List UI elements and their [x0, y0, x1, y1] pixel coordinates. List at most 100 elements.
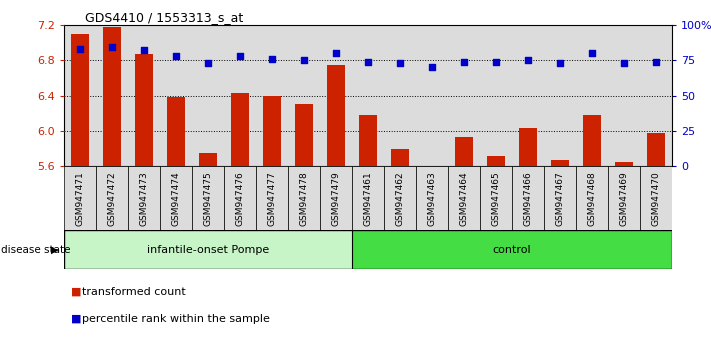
Point: [299, 57, 310, 63]
Bar: [480, 25, 512, 166]
Bar: [128, 25, 160, 166]
Bar: [480, 166, 512, 230]
Bar: [256, 25, 288, 166]
Bar: [167, 97, 185, 166]
Bar: [512, 166, 544, 230]
Bar: [263, 96, 281, 166]
Bar: [487, 156, 505, 166]
Bar: [199, 153, 217, 166]
Text: GSM947476: GSM947476: [235, 171, 245, 226]
Bar: [647, 133, 665, 166]
Bar: [224, 166, 256, 230]
Bar: [416, 166, 448, 230]
Text: percentile rank within the sample: percentile rank within the sample: [82, 314, 269, 324]
Bar: [640, 25, 672, 166]
Text: transformed count: transformed count: [82, 287, 186, 297]
Bar: [384, 25, 416, 166]
Bar: [320, 166, 352, 230]
Text: GSM947471: GSM947471: [75, 171, 85, 226]
Point: [330, 50, 341, 56]
Bar: [544, 166, 576, 230]
Bar: [416, 25, 448, 166]
Bar: [352, 230, 672, 269]
Text: GSM947462: GSM947462: [395, 171, 405, 226]
Bar: [576, 25, 608, 166]
Point: [427, 64, 438, 70]
Bar: [192, 166, 224, 230]
Text: GSM947464: GSM947464: [459, 171, 469, 226]
Text: disease state: disease state: [1, 245, 70, 255]
Point: [266, 56, 277, 62]
Bar: [448, 25, 480, 166]
Bar: [128, 166, 160, 230]
Bar: [96, 25, 128, 166]
Bar: [583, 115, 601, 166]
Bar: [256, 166, 288, 230]
Bar: [512, 25, 544, 166]
Bar: [576, 166, 608, 230]
Text: ▶: ▶: [51, 245, 59, 255]
Text: GSM947475: GSM947475: [203, 171, 213, 226]
Bar: [231, 93, 249, 166]
Bar: [615, 162, 633, 166]
Text: control: control: [493, 245, 531, 255]
Text: GSM947467: GSM947467: [555, 171, 565, 226]
Text: GDS4410 / 1553313_s_at: GDS4410 / 1553313_s_at: [85, 11, 244, 24]
Text: GSM947465: GSM947465: [491, 171, 501, 226]
Text: GSM947474: GSM947474: [171, 171, 181, 226]
Bar: [608, 25, 640, 166]
Bar: [64, 230, 352, 269]
Text: GSM947479: GSM947479: [331, 171, 341, 226]
Bar: [448, 166, 480, 230]
Point: [234, 53, 246, 59]
Bar: [544, 25, 576, 166]
Bar: [224, 25, 256, 166]
Point: [106, 45, 117, 50]
Bar: [71, 34, 89, 166]
Bar: [96, 166, 128, 230]
Text: GSM947461: GSM947461: [363, 171, 373, 226]
Point: [458, 59, 469, 64]
Bar: [455, 137, 473, 166]
Bar: [135, 54, 153, 166]
Bar: [359, 115, 377, 166]
Point: [522, 57, 533, 63]
Point: [650, 59, 661, 64]
Bar: [391, 149, 409, 166]
Bar: [160, 25, 192, 166]
Text: GSM947463: GSM947463: [427, 171, 437, 226]
Text: infantile-onset Pompe: infantile-onset Pompe: [147, 245, 269, 255]
Bar: [384, 166, 416, 230]
Bar: [295, 104, 313, 166]
Bar: [352, 25, 384, 166]
Text: GSM947469: GSM947469: [619, 171, 629, 226]
Point: [586, 50, 597, 56]
Bar: [64, 25, 96, 166]
Text: GSM947468: GSM947468: [587, 171, 597, 226]
Bar: [608, 166, 640, 230]
Point: [490, 59, 501, 64]
Bar: [64, 166, 96, 230]
Point: [170, 53, 181, 59]
Point: [138, 47, 149, 53]
Point: [618, 60, 630, 66]
Text: GSM947477: GSM947477: [267, 171, 277, 226]
Point: [554, 60, 565, 66]
Text: GSM947478: GSM947478: [299, 171, 309, 226]
Text: GSM947473: GSM947473: [139, 171, 149, 226]
Text: GSM947466: GSM947466: [523, 171, 533, 226]
Bar: [519, 128, 537, 166]
Bar: [640, 166, 672, 230]
Bar: [327, 65, 345, 166]
Text: ■: ■: [71, 314, 82, 324]
Bar: [288, 25, 320, 166]
Bar: [352, 166, 384, 230]
Bar: [103, 27, 121, 166]
Bar: [320, 25, 352, 166]
Text: GSM947470: GSM947470: [651, 171, 661, 226]
Text: GSM947472: GSM947472: [107, 171, 117, 226]
Bar: [160, 166, 192, 230]
Bar: [551, 160, 569, 166]
Point: [202, 60, 213, 66]
Point: [362, 59, 374, 64]
